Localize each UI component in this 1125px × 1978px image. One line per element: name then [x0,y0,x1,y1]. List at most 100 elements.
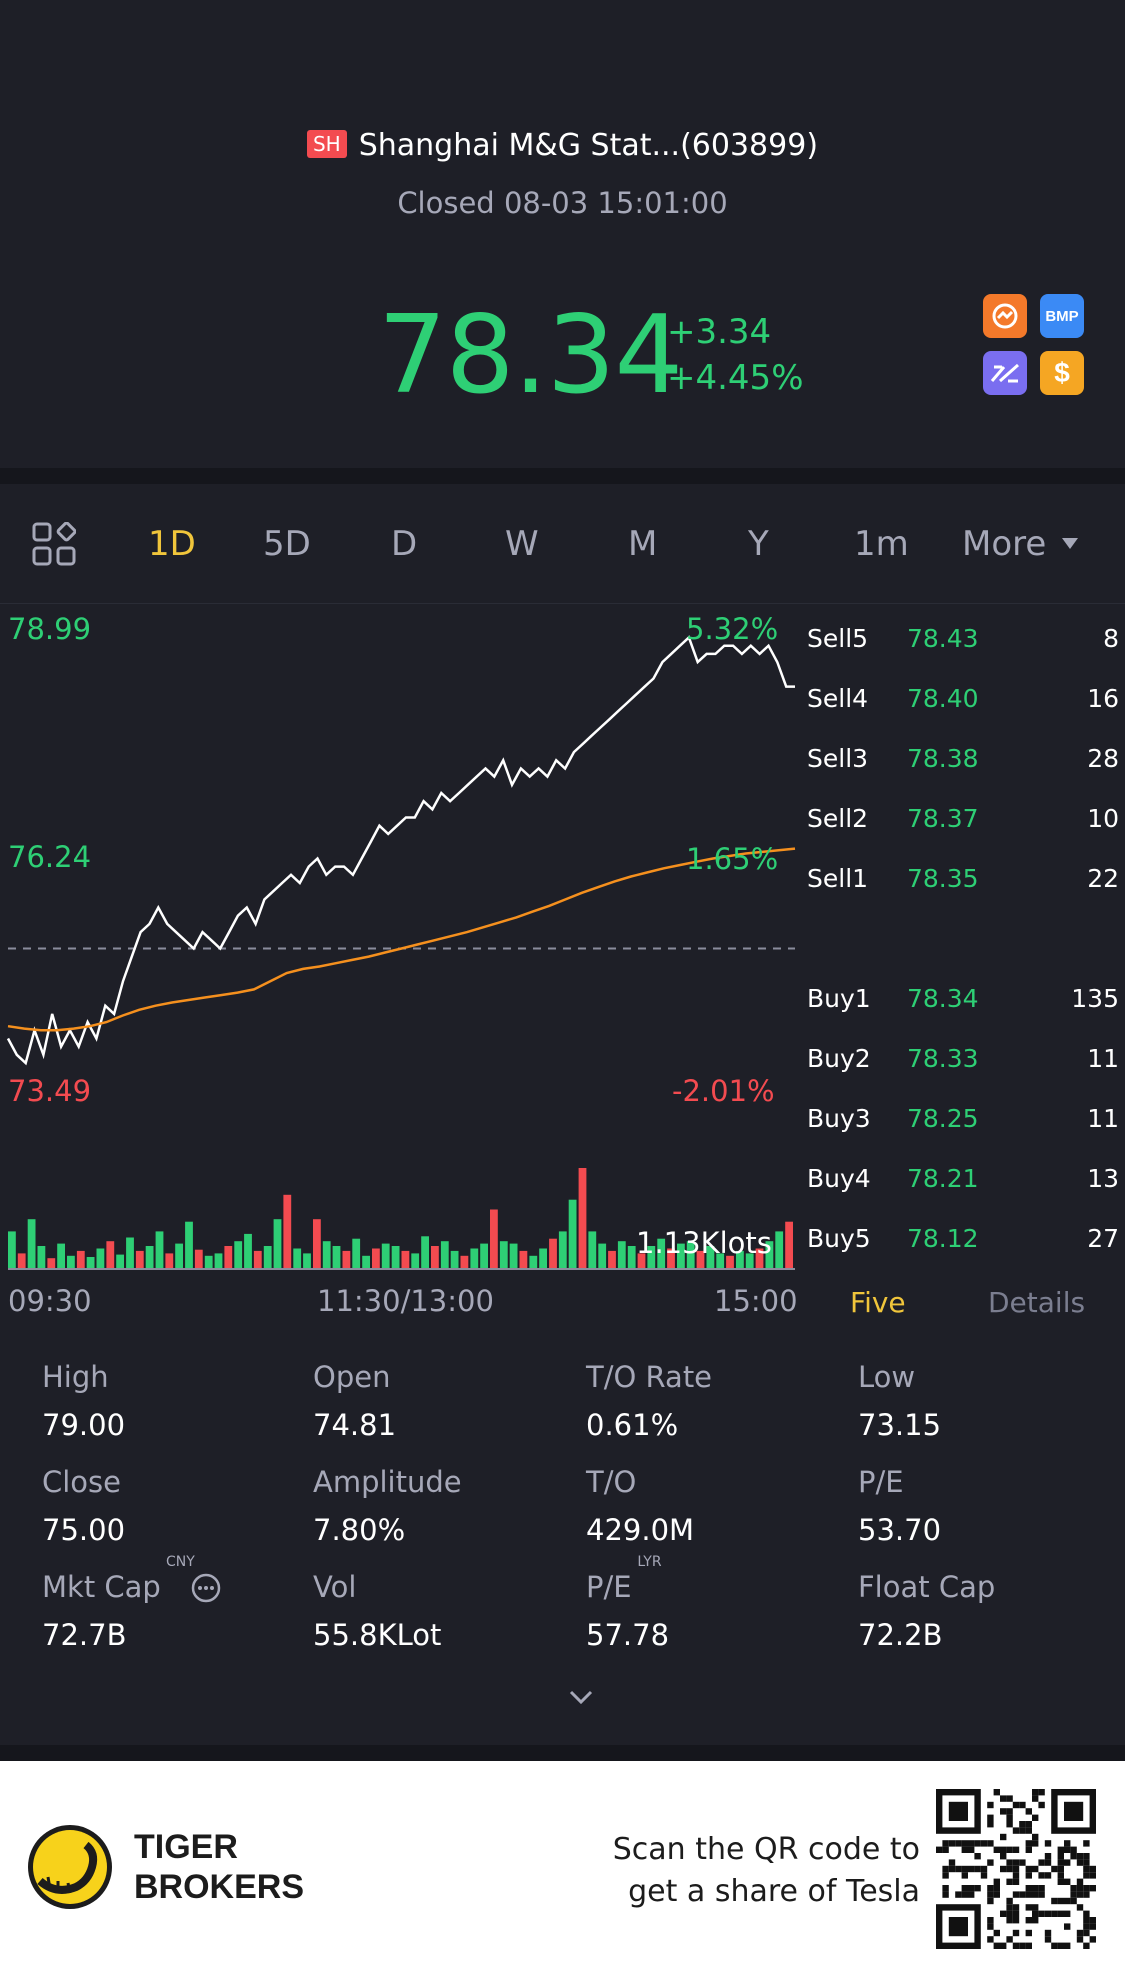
volume-bar [499,1241,508,1268]
qr-module [1038,1801,1045,1809]
stat-label: High [42,1360,109,1394]
stat-value: 74.81 [313,1408,397,1442]
qr-module [961,1885,968,1892]
qr-module [1025,1846,1032,1853]
stat-label-text: Amplitude [313,1465,462,1499]
stat-label-text: Close [42,1465,121,1499]
qr-module [1012,1872,1020,1879]
qr-module [1057,1859,1064,1866]
intraday-chart[interactable]: 78.99 76.24 73.49 5.32% 1.65% -2.01% 1.1… [0,604,800,1344]
qr-module [1057,1872,1064,1879]
qr-module [1006,1897,1013,1905]
qr-module [955,1891,962,1898]
qr-module [1076,1878,1084,1885]
stat-label-text: P/E [858,1465,904,1499]
order-vol: 22 [1087,864,1119,893]
tab-5d[interactable]: 5D [263,524,311,564]
qr-module [1006,1846,1013,1853]
tab-w[interactable]: W [505,524,539,564]
order-side: Buy3 [807,1104,871,1133]
x-label-midday: 11:30/13:00 [317,1284,494,1318]
layout-grid-icon[interactable] [32,522,76,566]
qr-module [1000,1865,1007,1873]
qr-module [1089,1885,1096,1892]
ask-row[interactable]: Sell4 78.40 16 [800,684,1125,724]
ask-row[interactable]: Sell5 78.43 8 [800,624,1125,664]
section-divider [0,468,1125,484]
volume-bar [185,1221,193,1268]
qr-module [1000,1853,1007,1860]
tab-d[interactable]: D [391,524,418,564]
qr-module [1038,1859,1045,1866]
tab-five[interactable]: Five [850,1286,906,1319]
qr-module [1070,1853,1077,1860]
volume-bar [165,1253,174,1268]
promo-banner[interactable]: TIGER BROKERS Scan the QR code to get a … [0,1761,1125,1978]
brand-line-1: TIGER [134,1828,238,1866]
order-side: Buy2 [807,1044,871,1073]
stat-item: High 79.00 [42,1360,302,1442]
stat-label-text: High [42,1360,109,1394]
dollar-badge-icon[interactable]: $ [1040,351,1084,395]
volume-bar [332,1246,341,1268]
x-label-close: 15:00 [714,1284,798,1318]
qr-module [1038,1910,1045,1917]
last-price: 78.34 [378,293,683,418]
volume-bar [755,1248,764,1268]
tab-1d[interactable]: 1D [148,524,196,564]
qr-module [968,1840,975,1847]
qr-module [1032,1795,1039,1802]
qr-module [1000,1808,1007,1815]
order-vol: 135 [1071,984,1119,1013]
qr-finder-core [948,1801,968,1821]
bid-row[interactable]: Buy4 78.21 13 [800,1164,1125,1204]
qr-module [987,1936,994,1943]
volume-bar [135,1250,144,1268]
bid-row[interactable]: Buy1 78.34 135 [800,984,1125,1024]
qr-module [955,1840,962,1847]
qr-module [1083,1929,1090,1937]
bid-row[interactable]: Buy2 78.33 11 [800,1044,1125,1084]
swap-badge-icon[interactable] [983,294,1027,338]
qr-module [1000,1795,1007,1802]
tab-m[interactable]: M [628,524,658,564]
stat-value: 79.00 [42,1408,126,1442]
ask-row[interactable]: Sell1 78.35 22 [800,864,1125,904]
volume-bar [696,1250,705,1268]
order-side: Buy1 [807,984,871,1013]
qr-module [987,1801,994,1809]
stat-label: Amplitude [313,1465,462,1499]
chart-badge-icon[interactable] [983,351,1027,395]
volume-bar [745,1253,754,1268]
market-status: Closed 08-03 15:01:00 [397,186,728,220]
tab-details[interactable]: Details [988,1286,1086,1319]
bmp-badge-icon[interactable]: BMP [1040,294,1084,338]
qr-module [1051,1897,1058,1905]
volume-bar [617,1241,626,1268]
qr-module [1006,1917,1013,1924]
qr-module [1064,1910,1071,1917]
tab-1m[interactable]: 1m [854,524,909,564]
volume-bar [736,1250,744,1268]
tab-y[interactable]: Y [748,524,769,564]
volume-bar [362,1255,370,1268]
qr-module [987,1814,994,1821]
expand-chevron-icon[interactable] [566,1682,596,1712]
ask-row[interactable]: Sell2 78.37 10 [800,804,1125,844]
ask-row[interactable]: Sell3 78.38 28 [800,744,1125,784]
y-label-bottom: 73.49 [8,1074,92,1108]
qr-module [1038,1789,1045,1796]
qr-module [1083,1865,1090,1873]
qr-module [1032,1840,1039,1847]
stat-label: P/E [858,1465,904,1499]
qr-module [1025,1821,1032,1828]
bid-row[interactable]: Buy3 78.25 11 [800,1104,1125,1144]
more-options-icon[interactable] [190,1572,222,1604]
qr-module [961,1891,968,1898]
qr-module [1025,1891,1032,1898]
tab-more[interactable]: More [962,524,1079,564]
bid-row[interactable]: Buy5 78.12 27 [800,1224,1125,1264]
qr-module [1000,1833,1007,1841]
chart-canvas [6,635,796,1270]
qr-module [942,1865,949,1873]
